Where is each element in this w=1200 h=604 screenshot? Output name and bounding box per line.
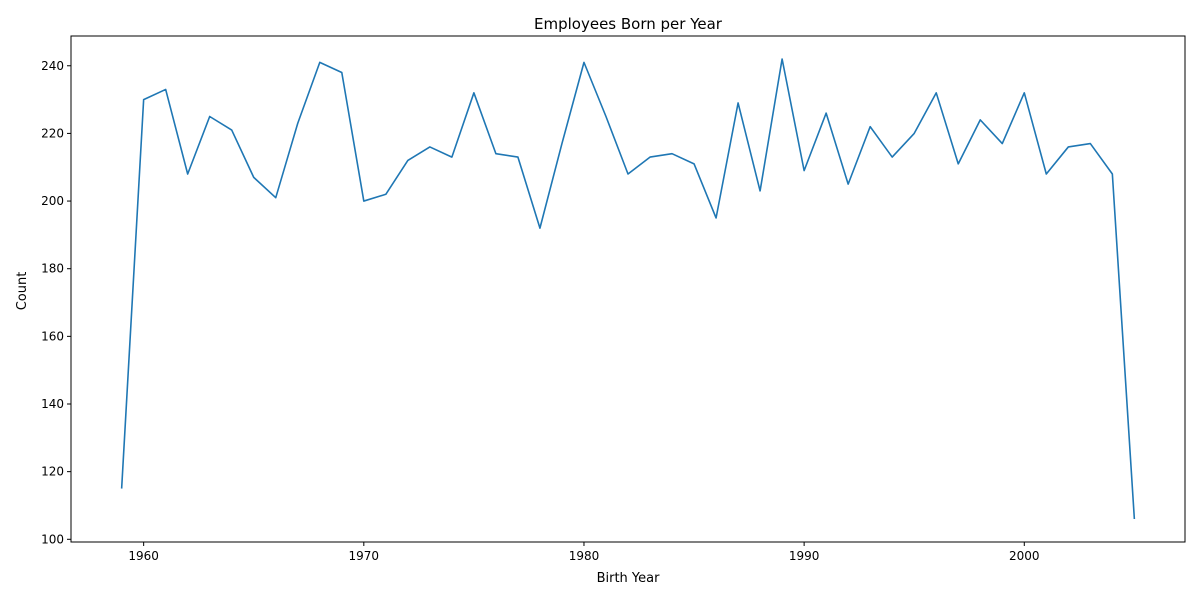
y-tick-label: 100 — [41, 532, 64, 546]
y-tick-label: 140 — [41, 397, 64, 411]
chart-title: Employees Born per Year — [534, 15, 723, 33]
x-tick-label: 1980 — [569, 549, 600, 563]
y-tick-label: 120 — [41, 465, 64, 479]
x-tick-label: 1970 — [349, 549, 380, 563]
x-axis-title: Birth Year — [597, 571, 661, 586]
x-axis: 1960 1970 1980 1990 2000 — [128, 542, 1040, 563]
plot-frame — [70, 35, 1186, 543]
y-tick-label: 180 — [41, 262, 64, 276]
y-tick-label: 200 — [41, 194, 64, 208]
x-tick-label: 2000 — [1009, 549, 1040, 563]
y-tick-label: 220 — [41, 126, 64, 140]
x-tick-label: 1990 — [789, 549, 820, 563]
series-line — [120, 58, 1136, 520]
y-axis: 100 120 140 160 180 200 220 240 — [41, 59, 71, 546]
y-axis-title: Count — [15, 272, 30, 311]
plot-area — [70, 35, 1186, 543]
y-tick-label: 160 — [41, 329, 64, 343]
y-tick-label: 240 — [41, 59, 64, 73]
x-tick-label: 1960 — [128, 549, 159, 563]
